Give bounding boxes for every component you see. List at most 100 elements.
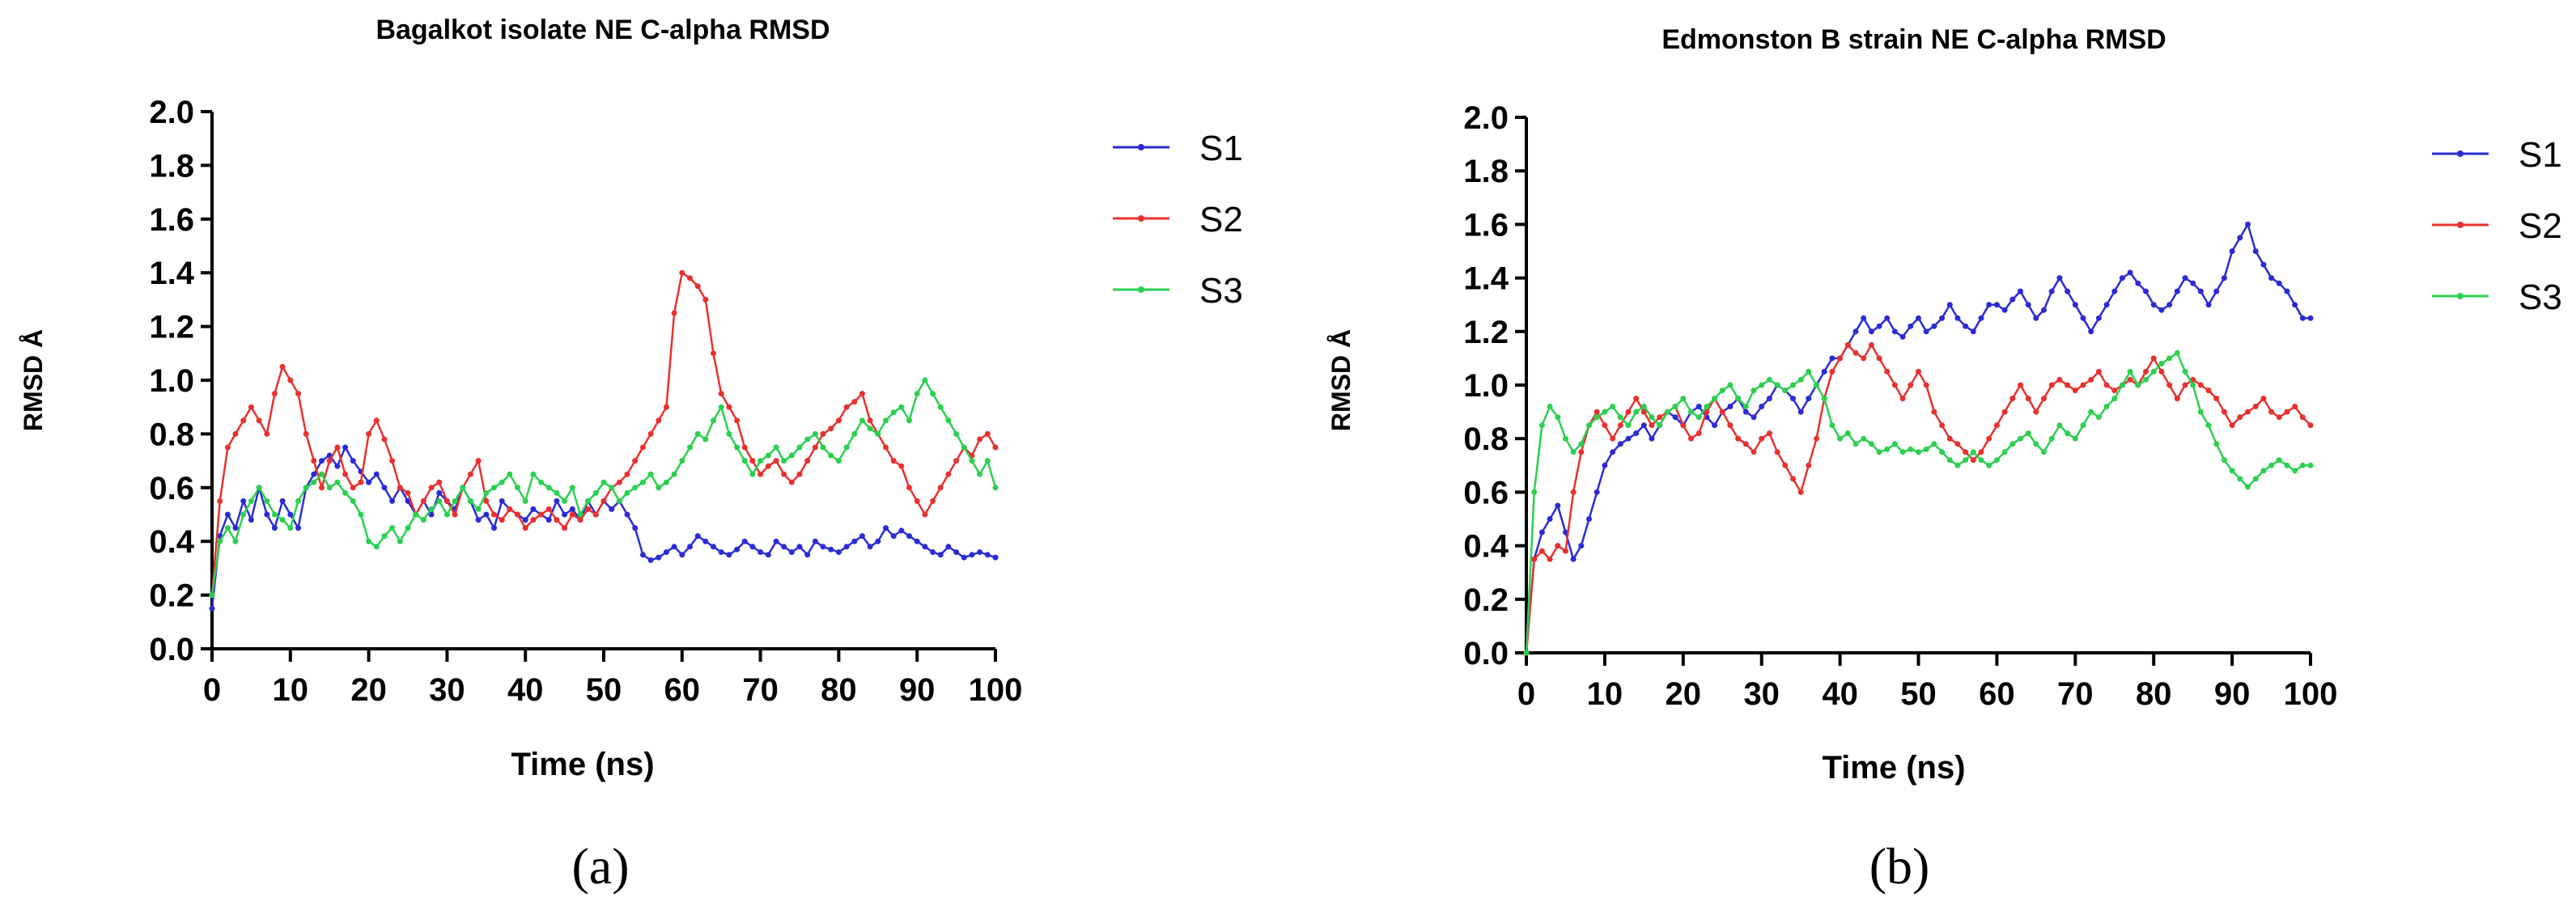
data-point: [271, 391, 278, 397]
data-point: [601, 479, 607, 485]
data-point: [545, 517, 552, 523]
data-point: [914, 498, 920, 504]
data-point: [2065, 430, 2071, 437]
data-point: [2041, 307, 2047, 313]
data-point: [2009, 396, 2016, 402]
data-point: [1884, 315, 1891, 321]
data-point: [1931, 409, 1937, 415]
data-point: [835, 417, 842, 424]
data-point: [2284, 288, 2290, 294]
data-point: [1727, 382, 1734, 388]
x-tick-label: 50: [586, 672, 622, 708]
data-point: [609, 485, 615, 491]
legend-marker: [2457, 293, 2464, 299]
data-point: [2088, 376, 2094, 383]
data-point: [890, 458, 897, 464]
data-point: [687, 544, 693, 550]
data-point: [2072, 388, 2078, 394]
data-point: [562, 525, 568, 531]
data-point: [2229, 468, 2235, 474]
data-point: [1727, 404, 1734, 409]
data-point: [2299, 315, 2306, 321]
data-point: [2143, 376, 2149, 383]
data-point: [1742, 441, 1749, 447]
data-point: [2111, 288, 2118, 294]
data-point: [906, 417, 912, 424]
data-point: [1790, 476, 1796, 482]
data-point: [2080, 315, 2086, 321]
data-point: [1844, 341, 1851, 348]
data-point: [443, 511, 450, 518]
data-point: [585, 498, 592, 504]
data-point: [2260, 468, 2267, 474]
data-point: [765, 552, 771, 558]
data-point: [499, 479, 505, 485]
data-point: [1570, 556, 1577, 562]
data-point: [1688, 409, 1694, 415]
data-point: [1876, 449, 1882, 455]
data-point: [984, 458, 991, 464]
data-point: [749, 471, 756, 477]
data-point: [1829, 368, 1835, 375]
y-tick-label: 0.0: [149, 632, 194, 667]
data-point: [2127, 269, 2133, 276]
data-point: [1916, 449, 1921, 455]
data-point: [577, 511, 584, 518]
legend-item: S1: [2432, 135, 2562, 175]
y-tick-label: 0.4: [149, 524, 194, 560]
data-point: [1766, 430, 1772, 437]
data-point: [1759, 435, 1765, 442]
data-point: [2088, 409, 2094, 415]
data-point: [1931, 323, 1937, 329]
panel-a: Bagalkot isolate NE C-alpha RMSD RMSD Å …: [19, 15, 1243, 895]
data-point: [930, 498, 936, 504]
data-point: [248, 404, 254, 410]
data-point: [647, 430, 654, 437]
data-point: [1617, 441, 1623, 447]
data-point: [2048, 288, 2055, 294]
data-point: [1868, 341, 1874, 348]
data-point: [350, 485, 356, 491]
data-point: [1891, 441, 1898, 447]
data-point: [2299, 462, 2306, 468]
data-point: [671, 471, 677, 477]
data-point: [1806, 462, 1812, 468]
data-point: [804, 458, 811, 464]
data-point: [240, 417, 247, 424]
data-point: [1578, 441, 1585, 447]
data-point: [326, 458, 333, 464]
data-point: [1625, 422, 1632, 429]
data-point: [2213, 288, 2220, 294]
data-point: [773, 458, 779, 464]
data-point: [1891, 328, 1898, 335]
data-point: [436, 498, 443, 504]
data-point: [2197, 288, 2204, 294]
data-point: [577, 517, 584, 523]
data-point: [937, 552, 944, 558]
data-point: [1837, 435, 1844, 442]
data-point: [687, 275, 693, 282]
data-point: [1963, 323, 1969, 329]
data-point: [1766, 396, 1772, 402]
data-point: [1712, 396, 1718, 402]
data-point: [1774, 449, 1780, 455]
data-point: [224, 525, 231, 531]
data-point: [2205, 388, 2212, 394]
data-point: [1719, 409, 1725, 415]
data-point: [1695, 414, 1702, 421]
data-point: [562, 511, 568, 518]
data-point: [2048, 435, 2055, 442]
data-point: [969, 552, 975, 558]
data-point: [2065, 288, 2071, 294]
data-point: [1986, 435, 1992, 442]
data-point: [1986, 462, 1992, 468]
x-tick-label: 20: [1666, 676, 1702, 712]
data-point: [2056, 275, 2063, 282]
data-point: [1852, 441, 1859, 447]
data-point: [1954, 441, 1961, 447]
data-point: [2197, 382, 2204, 388]
y-tick-label: 1.6: [1463, 207, 1509, 243]
data-point: [2229, 422, 2235, 429]
data-point: [1602, 422, 1608, 429]
data-point: [1963, 449, 1969, 455]
